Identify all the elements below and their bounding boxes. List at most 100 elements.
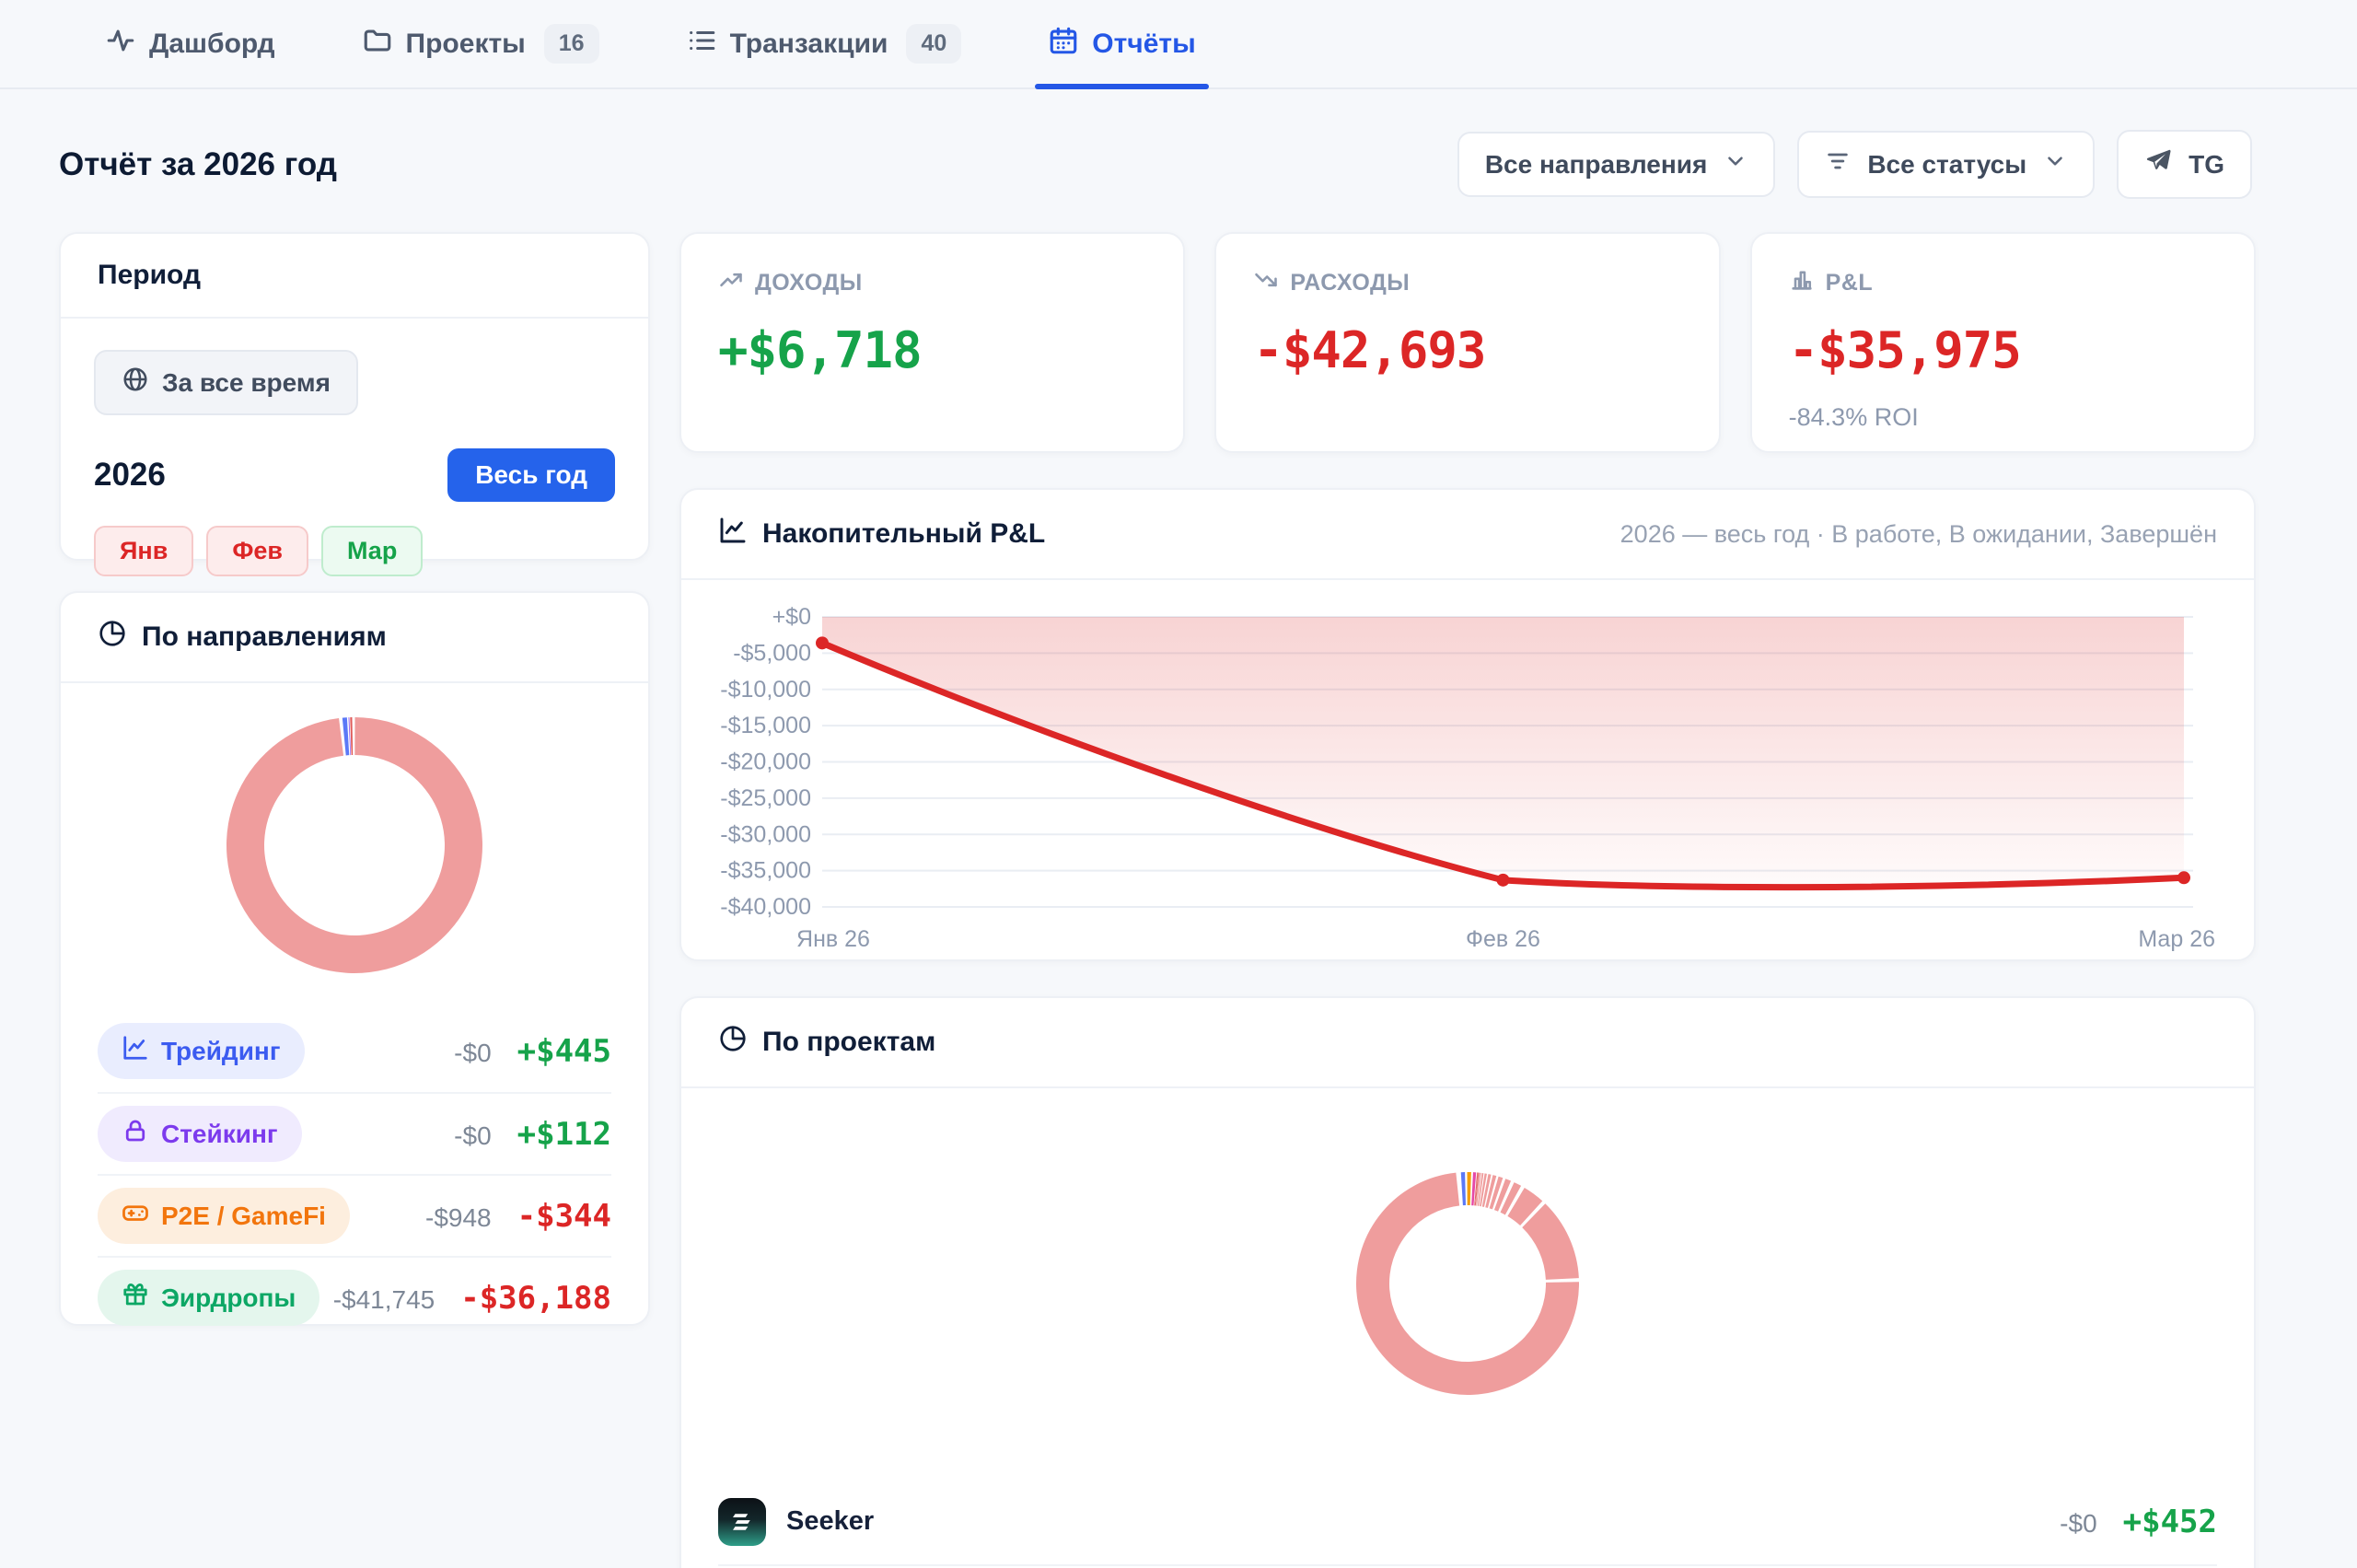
trending-down-icon bbox=[1253, 267, 1279, 299]
year-label: 2026 bbox=[94, 457, 166, 493]
list-icon bbox=[686, 25, 717, 64]
tab-transactions[interactable]: Транзакции 40 bbox=[673, 0, 975, 87]
pnl-label: P&L bbox=[1825, 270, 1874, 296]
direction-expense: -$0 bbox=[454, 1038, 492, 1067]
direction-row-airdrops[interactable]: Эирдропы -$41,745 -$36,188 bbox=[98, 1256, 611, 1338]
status-filter-select[interactable]: Все статусы bbox=[1797, 131, 2096, 198]
svg-text:Мар 26: Мар 26 bbox=[2138, 926, 2215, 952]
chevron-down-icon bbox=[2043, 149, 2067, 180]
globe-icon bbox=[122, 366, 149, 400]
income-stat-card: ДОХОДЫ +$6,718 bbox=[679, 232, 1186, 453]
svg-text:+$0: +$0 bbox=[772, 604, 811, 630]
telegram-export-label: TG bbox=[2189, 149, 2224, 179]
month-chip-jan[interactable]: Янв bbox=[94, 526, 194, 576]
pnl-value: -$35,975 bbox=[1788, 321, 2022, 379]
direction-pnl: +$112 bbox=[517, 1115, 611, 1153]
tab-label: Проекты bbox=[405, 28, 526, 59]
all-time-label: За все время bbox=[162, 367, 331, 397]
status-filter-value: Все статусы bbox=[1867, 149, 2027, 179]
lock-icon bbox=[122, 1117, 149, 1151]
svg-text:Янв 26: Янв 26 bbox=[796, 926, 870, 952]
expense-label: РАСХОДЫ bbox=[1290, 270, 1411, 296]
tab-bar: Дашборд Проекты 16 Транзакции 40 Отчёты bbox=[0, 0, 2357, 89]
svg-text:-$10,000: -$10,000 bbox=[720, 677, 811, 703]
stats-row: ДОХОДЫ +$6,718 РАСХОДЫ -$42,693 bbox=[679, 232, 2256, 453]
directions-legend: Трейдинг -$0 +$445 Стейкинг -$0 +$ bbox=[61, 1010, 648, 1338]
line-chart-icon bbox=[122, 1034, 149, 1068]
month-chip-feb[interactable]: Фев bbox=[206, 526, 308, 576]
period-card-title: Период bbox=[98, 260, 201, 290]
page-header: Отчёт за 2026 год Все направления Все ст… bbox=[59, 130, 2252, 199]
svg-text:-$25,000: -$25,000 bbox=[720, 785, 811, 811]
direction-filter-select[interactable]: Все направления bbox=[1457, 132, 1776, 197]
tab-label: Транзакции bbox=[729, 28, 888, 59]
cumulative-pnl-chart[interactable]: +$0 -$5,000 -$10,000 -$15,000 -$20,000 -$25,0… bbox=[718, 580, 2217, 967]
direction-label: Трейдинг bbox=[161, 1036, 281, 1065]
tab-dashboard[interactable]: Дашборд bbox=[92, 0, 288, 87]
svg-text:-$5,000: -$5,000 bbox=[733, 640, 811, 666]
project-expense: -$0 bbox=[2060, 1508, 2097, 1538]
project-row-nado[interactable]: Nado -$0+$445 bbox=[718, 1564, 2217, 1568]
gift-icon bbox=[122, 1281, 149, 1315]
direction-row-p2e[interactable]: P2E / GameFi -$948 -$344 bbox=[98, 1174, 611, 1256]
bar-chart-icon bbox=[1789, 267, 1815, 299]
cumulative-pnl-title: Накопительный P&L bbox=[718, 516, 1045, 552]
direction-expense: -$948 bbox=[425, 1202, 492, 1232]
cumulative-pnl-card: Накопительный P&L 2026 — весь год · В ра… bbox=[679, 488, 2256, 961]
seeker-logo-icon bbox=[718, 1497, 766, 1546]
project-row-seeker[interactable]: Seeker -$0 +$452 bbox=[718, 1479, 2217, 1564]
direction-expense: -$0 bbox=[454, 1121, 492, 1150]
directions-card: По направлениям Трейдинг -$0 bbox=[59, 591, 650, 1326]
direction-row-trading[interactable]: Трейдинг -$0 +$445 bbox=[98, 1010, 611, 1092]
chevron-down-icon bbox=[1724, 149, 1747, 180]
line-chart-icon bbox=[718, 516, 748, 552]
activity-icon bbox=[105, 25, 136, 64]
direction-label: P2E / GameFi bbox=[161, 1201, 326, 1230]
filter-icon bbox=[1825, 148, 1851, 180]
direction-pnl: +$445 bbox=[517, 1032, 611, 1070]
tab-reports[interactable]: Отчёты bbox=[1035, 0, 1210, 89]
tab-projects[interactable]: Проекты 16 bbox=[349, 0, 612, 87]
calendar-icon bbox=[1048, 25, 1079, 64]
pie-chart-icon bbox=[718, 1024, 748, 1061]
page-title: Отчёт за 2026 год bbox=[59, 145, 337, 182]
send-icon bbox=[2144, 147, 2172, 181]
pie-chart-icon bbox=[98, 619, 127, 656]
direction-row-staking[interactable]: Стейкинг -$0 +$112 bbox=[98, 1092, 611, 1174]
project-name: Seeker bbox=[786, 1506, 875, 1536]
tab-label: Дашборд bbox=[149, 28, 275, 59]
direction-pnl: -$344 bbox=[517, 1197, 611, 1235]
tab-count-badge: 40 bbox=[906, 24, 962, 64]
whole-year-button[interactable]: Весь год bbox=[447, 448, 615, 502]
expense-stat-card: РАСХОДЫ -$42,693 bbox=[1214, 232, 1721, 453]
directions-donut-chart[interactable] bbox=[61, 683, 648, 1005]
month-chip-mar[interactable]: Мар bbox=[320, 526, 424, 576]
tab-label: Отчёты bbox=[1092, 28, 1196, 59]
month-chips: Янв Фев Мар bbox=[94, 526, 615, 576]
all-time-button[interactable]: За все время bbox=[94, 350, 358, 415]
gamepad-icon bbox=[122, 1199, 149, 1233]
roi-value: -84.3% ROI bbox=[1788, 403, 1919, 431]
project-pnl: +$452 bbox=[2122, 1503, 2217, 1540]
trending-up-icon bbox=[718, 267, 744, 299]
svg-text:-$40,000: -$40,000 bbox=[720, 894, 811, 920]
income-label: ДОХОДЫ bbox=[755, 270, 863, 296]
direction-label: Эирдропы bbox=[161, 1283, 296, 1312]
expense-value: -$42,693 bbox=[1253, 321, 1486, 379]
projects-card-title: По проектам bbox=[718, 1024, 935, 1061]
svg-text:-$35,000: -$35,000 bbox=[720, 858, 811, 884]
svg-text:-$30,000: -$30,000 bbox=[720, 821, 811, 847]
filters: Все направления Все статусы bbox=[1457, 130, 2252, 199]
svg-text:-$15,000: -$15,000 bbox=[720, 713, 811, 738]
telegram-export-button[interactable]: TG bbox=[2117, 130, 2252, 199]
direction-expense: -$41,745 bbox=[332, 1284, 435, 1314]
direction-label: Стейкинг bbox=[161, 1119, 278, 1148]
tab-count-badge: 16 bbox=[543, 24, 599, 64]
svg-text:-$20,000: -$20,000 bbox=[720, 749, 811, 775]
direction-pnl: -$36,188 bbox=[460, 1279, 611, 1317]
directions-card-title: По направлениям bbox=[98, 619, 387, 656]
chart-period-subtitle: 2026 — весь год · В работе, В ожидании, … bbox=[1620, 519, 2217, 548]
projects-donut-chart[interactable] bbox=[718, 1088, 2217, 1479]
svg-text:Фев 26: Фев 26 bbox=[1466, 926, 1540, 952]
